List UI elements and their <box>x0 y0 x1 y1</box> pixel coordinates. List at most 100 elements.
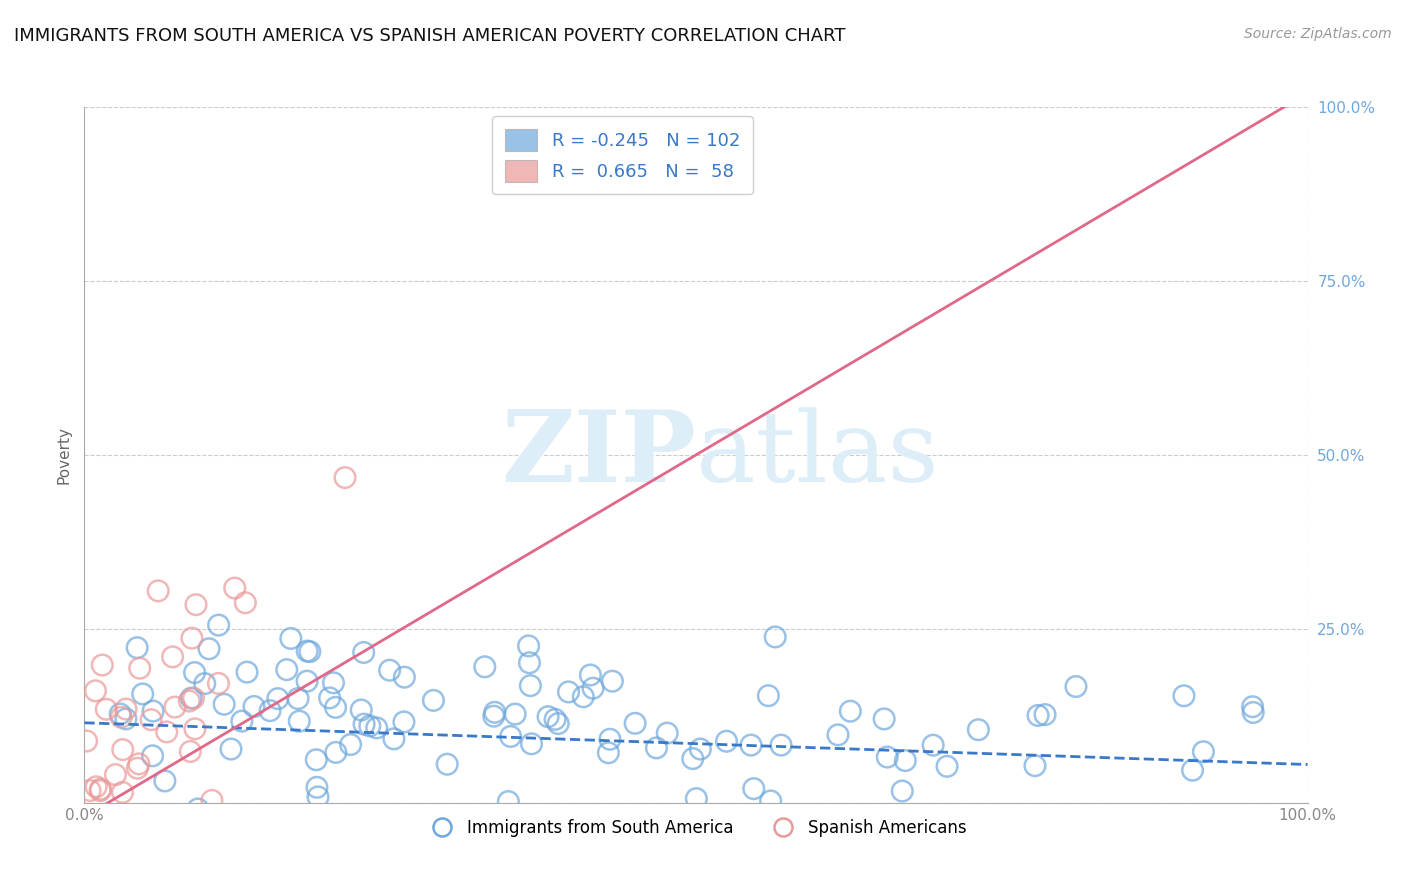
Point <box>339 738 361 752</box>
Point <box>474 660 496 674</box>
Point <box>873 712 896 726</box>
Point <box>692 812 714 826</box>
Point <box>80 865 103 880</box>
Point <box>77 865 100 880</box>
Y-axis label: Poverty: Poverty <box>56 425 72 484</box>
Point <box>350 703 373 717</box>
Point <box>84 683 107 698</box>
Point <box>325 700 347 714</box>
Point <box>827 728 849 742</box>
Point <box>602 674 624 689</box>
Point <box>1192 745 1215 759</box>
Point <box>136 825 159 839</box>
Point <box>657 726 679 740</box>
Point <box>142 748 165 763</box>
Point <box>322 675 344 690</box>
Point <box>394 670 416 684</box>
Point <box>599 732 621 747</box>
Point <box>1241 823 1264 838</box>
Point <box>139 713 162 727</box>
Point <box>1173 689 1195 703</box>
Point <box>111 851 134 865</box>
Point <box>353 717 375 731</box>
Point <box>305 780 328 795</box>
Point <box>520 737 543 751</box>
Point <box>366 721 388 735</box>
Point <box>142 704 165 718</box>
Point <box>243 699 266 714</box>
Point <box>115 712 138 726</box>
Point <box>180 631 202 645</box>
Point <box>685 791 707 805</box>
Point <box>579 668 602 682</box>
Point <box>128 756 150 771</box>
Point <box>839 704 862 718</box>
Point <box>91 658 114 673</box>
Point <box>97 812 120 826</box>
Point <box>108 706 131 721</box>
Point <box>763 630 786 644</box>
Point <box>557 685 579 699</box>
Point <box>295 644 318 658</box>
Point <box>207 676 229 690</box>
Point <box>519 656 541 670</box>
Point <box>436 757 458 772</box>
Point <box>267 691 290 706</box>
Point <box>236 665 259 680</box>
Point <box>276 663 298 677</box>
Point <box>107 865 129 880</box>
Point <box>537 709 560 723</box>
Point <box>128 661 150 675</box>
Point <box>645 740 668 755</box>
Point <box>184 722 207 736</box>
Point <box>333 470 356 484</box>
Point <box>359 719 381 733</box>
Point <box>280 632 302 646</box>
Point <box>100 865 122 880</box>
Point <box>624 716 647 731</box>
Point <box>517 639 540 653</box>
Point <box>187 802 209 816</box>
Point <box>194 676 217 690</box>
Point <box>201 793 224 807</box>
Point <box>163 700 186 714</box>
Point <box>259 704 281 718</box>
Point <box>89 782 111 797</box>
Point <box>682 751 704 765</box>
Point <box>96 843 118 857</box>
Legend: Immigrants from South America, Spanish Americans: Immigrants from South America, Spanish A… <box>419 812 973 843</box>
Point <box>233 596 256 610</box>
Point <box>108 834 131 848</box>
Point <box>325 746 347 760</box>
Point <box>582 681 605 696</box>
Point <box>689 742 711 756</box>
Point <box>894 754 917 768</box>
Point <box>179 694 201 708</box>
Point <box>572 690 595 704</box>
Point <box>73 807 96 822</box>
Point <box>110 710 132 724</box>
Point <box>104 767 127 781</box>
Point <box>967 723 990 737</box>
Point <box>115 824 138 838</box>
Point <box>79 783 101 797</box>
Point <box>110 865 132 880</box>
Point <box>756 689 779 703</box>
Point <box>93 835 115 849</box>
Text: Source: ZipAtlas.com: Source: ZipAtlas.com <box>1244 27 1392 41</box>
Point <box>742 781 765 796</box>
Point <box>769 738 792 752</box>
Point <box>198 641 221 656</box>
Point <box>307 789 329 804</box>
Point <box>162 649 184 664</box>
Point <box>127 761 149 775</box>
Point <box>936 759 959 773</box>
Text: IMMIGRANTS FROM SOUTH AMERICA VS SPANISH AMERICAN POVERTY CORRELATION CHART: IMMIGRANTS FROM SOUTH AMERICA VS SPANISH… <box>14 27 845 45</box>
Point <box>101 857 124 871</box>
Point <box>89 783 111 797</box>
Point <box>318 690 340 705</box>
Point <box>1241 706 1264 720</box>
Point <box>96 702 118 716</box>
Point <box>1026 708 1049 723</box>
Point <box>127 640 149 655</box>
